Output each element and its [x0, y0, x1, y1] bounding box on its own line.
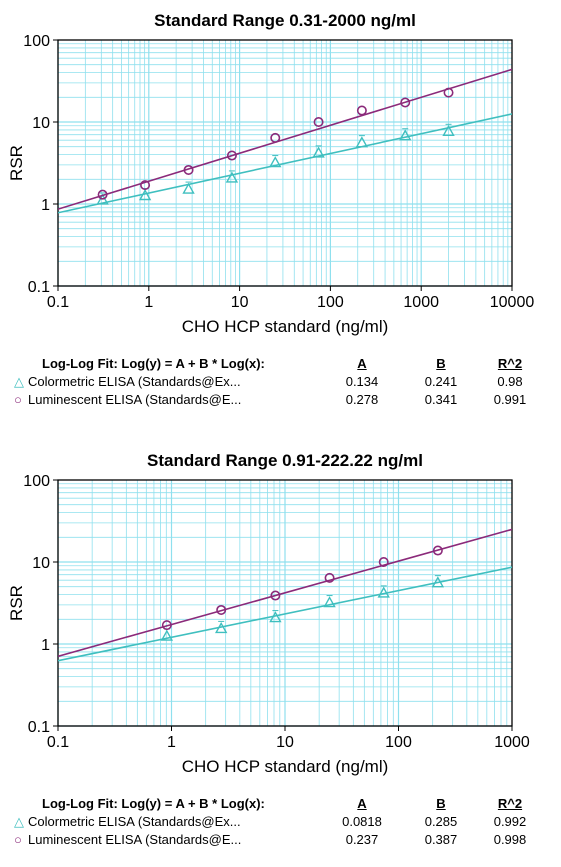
data-point-luminescent	[161, 620, 172, 631]
data-point-luminescent	[443, 87, 454, 98]
fit-row-b: 0.285	[424, 814, 458, 829]
fit-row-a: 0.134	[345, 374, 379, 389]
circle-marker-icon: ○	[14, 392, 22, 407]
fit-row-label: Luminescent ELISA (Standards@E...	[28, 832, 242, 847]
fit-row-b: 0.341	[424, 392, 458, 407]
fit-line-colorimetric	[58, 113, 512, 214]
fit-line-colorimetric	[58, 566, 512, 662]
fit-row-a: 0.278	[345, 392, 379, 407]
fit-row-label: Luminescent ELISA (Standards@E...	[28, 392, 242, 407]
data-point-luminescent	[97, 189, 108, 200]
fit-row-label: Colormetric ELISA (Standards@Ex...	[28, 374, 241, 389]
fit-col-r2-header: R^2	[497, 356, 523, 371]
data-point-luminescent	[140, 180, 151, 191]
x-tick-label: 0.1	[47, 734, 69, 751]
triangle-marker-icon: △	[14, 374, 24, 389]
x-tick-label: 1000	[403, 294, 439, 311]
data-point-luminescent	[324, 572, 335, 583]
data-point-colorimetric	[138, 189, 152, 201]
chart-title: Standard Range 0.31-2000 ng/ml	[154, 11, 416, 30]
y-tick-label: 100	[23, 473, 50, 490]
data-point-luminescent	[226, 150, 237, 161]
x-tick-label: 1	[144, 294, 153, 311]
chart-1-svg: Standard Range 0.31-2000 ng/ml 0.1 1 10 100 1…	[7, 11, 535, 336]
data-point-luminescent	[378, 557, 389, 568]
data-point-luminescent	[313, 117, 324, 128]
x-tick-label: 0.1	[47, 294, 69, 311]
fit-col-a-header: A	[357, 796, 367, 811]
data-point-luminescent	[356, 105, 367, 116]
fit-row-r2: 0.992	[493, 814, 527, 829]
data-point-colorimetric	[96, 193, 109, 205]
fit-col-r2-header: R^2	[497, 796, 523, 811]
y-tick-label: 10	[32, 115, 50, 132]
plot-frame	[57, 39, 513, 287]
x-tick-label: 100	[385, 734, 412, 751]
data-point-colorimetric	[377, 586, 390, 598]
y-tick-label: 10	[32, 555, 50, 572]
data-point-colorimetric	[312, 146, 325, 158]
data-point-luminescent	[432, 545, 443, 556]
fit-col-a-header: A	[357, 356, 367, 371]
x-axis-label: CHO HCP standard (ng/ml)	[182, 757, 389, 776]
y-axis-label: RSR	[7, 145, 26, 181]
data-point-colorimetric	[182, 182, 195, 194]
fit-row-r2: 0.998	[493, 832, 527, 847]
data-point-colorimetric	[323, 596, 336, 608]
fit-row-r2: 0.98	[497, 374, 523, 389]
y-tick-label: 100	[23, 33, 50, 50]
data-point-luminescent	[270, 590, 281, 601]
fit-row-label: Colormetric ELISA (Standards@Ex...	[28, 814, 241, 829]
fit-row-b: 0.241	[424, 374, 458, 389]
fit-table-2: Log-Log Fit: Log(y) = A + B * Log(x): A …	[0, 796, 561, 856]
y-tick-label: 1	[41, 637, 50, 654]
chart-panel-2: Standard Range 0.91-222.22 ng/ml 0.1 1 10 10…	[0, 440, 561, 867]
y-tick-label: 0.1	[28, 719, 50, 736]
data-point-colorimetric	[269, 611, 282, 623]
data-point-colorimetric	[214, 621, 228, 634]
data-point-colorimetric	[442, 124, 455, 137]
x-tick-label: 100	[317, 294, 344, 311]
fit-table-1: Log-Log Fit: Log(y) = A + B * Log(x): A …	[0, 356, 561, 416]
fit-row-b: 0.387	[424, 832, 458, 847]
x-axis-label: CHO HCP standard (ng/ml)	[182, 317, 389, 336]
fit-line-luminescent	[58, 528, 512, 658]
x-tick-label: 1000	[494, 734, 530, 751]
x-tick-label: 1	[167, 734, 176, 751]
fit-row-a: 0.0818	[342, 814, 382, 829]
data-point-colorimetric	[269, 156, 282, 168]
x-tick-label: 10	[276, 734, 294, 751]
fit-col-b-header: B	[436, 356, 446, 371]
chart-panel-1: Standard Range 0.31-2000 ng/ml 0.1 1 10 100 1…	[0, 0, 561, 430]
data-point-colorimetric	[225, 171, 239, 183]
x-tick-label: 10000	[490, 294, 535, 311]
data-point-luminescent	[183, 164, 194, 175]
y-tick-label: 0.1	[28, 279, 50, 296]
fit-col-b-header: B	[436, 796, 446, 811]
chart-title: Standard Range 0.91-222.22 ng/ml	[147, 451, 423, 470]
data-point-luminescent	[400, 97, 411, 108]
x-tick-label: 10	[231, 294, 249, 311]
y-axis-label: RSR	[7, 585, 26, 621]
data-point-colorimetric	[160, 629, 174, 641]
data-point-colorimetric	[355, 136, 369, 148]
triangle-marker-icon: △	[14, 814, 24, 829]
fit-table-heading: Log-Log Fit: Log(y) = A + B * Log(x):	[42, 356, 265, 371]
fit-row-a: 0.237	[345, 832, 379, 847]
chart-2-svg: Standard Range 0.91-222.22 ng/ml0.1 1 10 10…	[7, 451, 530, 776]
y-tick-label: 1	[41, 197, 50, 214]
data-point-luminescent	[270, 132, 281, 143]
data-point-colorimetric	[399, 129, 412, 141]
circle-marker-icon: ○	[14, 832, 22, 847]
fit-line-luminescent	[58, 68, 512, 210]
data-point-luminescent	[216, 604, 227, 615]
fit-table-heading: Log-Log Fit: Log(y) = A + B * Log(x):	[42, 796, 265, 811]
data-point-colorimetric	[431, 576, 445, 588]
fit-row-r2: 0.991	[493, 392, 527, 407]
